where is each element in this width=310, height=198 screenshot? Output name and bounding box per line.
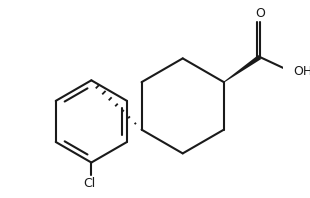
Text: OH: OH: [293, 65, 310, 78]
Polygon shape: [224, 55, 261, 83]
Text: O: O: [255, 7, 265, 20]
Text: Cl: Cl: [83, 177, 96, 190]
